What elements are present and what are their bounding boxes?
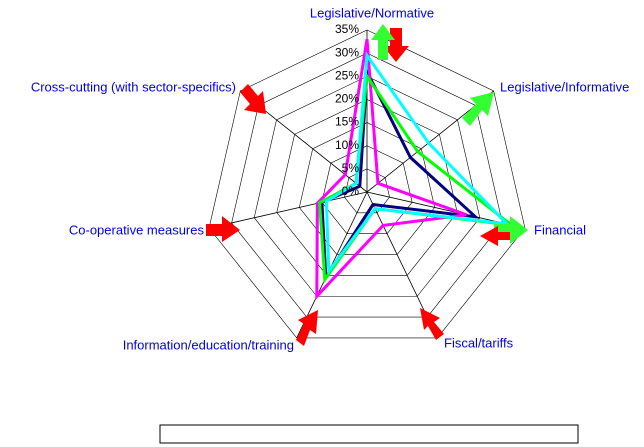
r-tick-label: 35% [335, 22, 359, 36]
green-arrow [494, 216, 528, 244]
red-arrow [206, 216, 240, 242]
red-arrow [383, 28, 409, 62]
category-label: Cross-cutting (with sector-specifics) [31, 79, 236, 94]
green-arrow [371, 24, 395, 60]
category-label: Legislative/Normative [310, 5, 434, 20]
r-tick-label: 25% [335, 68, 359, 82]
axis-spoke [208, 191, 368, 229]
red-arrow [480, 226, 510, 246]
r-tick-label: 20% [335, 92, 359, 106]
red-arrow [240, 84, 266, 114]
category-label: Fiscal/tariffs [444, 335, 514, 350]
r-tick-label: 5% [342, 161, 360, 175]
red-arrow [296, 310, 318, 346]
category-label: Financial [534, 222, 586, 237]
grid-ring [253, 75, 481, 297]
arrows [206, 24, 528, 346]
series-line [324, 51, 511, 276]
grid-ring [298, 122, 436, 255]
r-tick-label: 10% [335, 138, 359, 152]
series-line [315, 39, 467, 301]
grid-ring [276, 99, 458, 276]
grid-ring [321, 145, 413, 235]
r-tick-label: 15% [335, 115, 359, 129]
category-label: Legislative/Informative [500, 79, 629, 94]
category-label: Information/education/training [123, 337, 294, 352]
green-arrow [462, 92, 494, 126]
r-tick-label: 0% [342, 184, 360, 198]
r-tick-label: 30% [335, 45, 359, 59]
category-label: Co-operative measures [69, 222, 205, 237]
red-arrow [420, 308, 444, 340]
legend-box [159, 424, 579, 444]
grid-ring [231, 52, 503, 318]
grid-ring [208, 29, 526, 339]
